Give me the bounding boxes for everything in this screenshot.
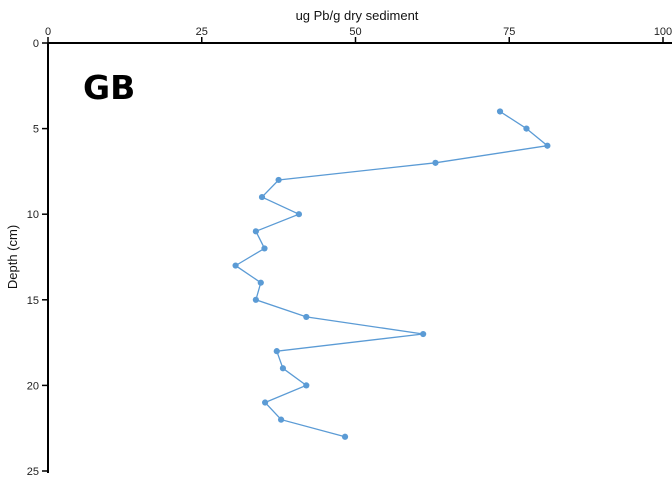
data-point bbox=[303, 382, 310, 389]
data-point bbox=[523, 125, 530, 132]
y-tick-label: 25 bbox=[27, 466, 39, 478]
data-point bbox=[277, 416, 285, 423]
data-point bbox=[232, 262, 239, 269]
series-line bbox=[234, 110, 549, 438]
x-tick-label: 75 bbox=[503, 26, 515, 38]
y-tick-label: 0 bbox=[33, 38, 39, 50]
data-point bbox=[279, 365, 287, 372]
y-tick-label: 5 bbox=[33, 124, 39, 136]
data-point bbox=[252, 228, 259, 235]
y-tick-label: 10 bbox=[27, 209, 39, 221]
data-point bbox=[295, 211, 303, 218]
panel-label: GB bbox=[83, 68, 135, 107]
data-series bbox=[232, 108, 551, 440]
data-point bbox=[273, 348, 280, 355]
x-ticks: 0 25 50 75 100 bbox=[45, 26, 672, 43]
y-axis-title: Depth (cm) bbox=[5, 225, 20, 289]
data-point bbox=[303, 313, 310, 321]
y-tick-label: 20 bbox=[27, 380, 39, 392]
x-tick-label: 25 bbox=[196, 26, 208, 38]
data-point bbox=[252, 296, 259, 303]
y-ticks: 0 5 10 15 20 25 bbox=[27, 38, 48, 478]
data-point bbox=[258, 193, 266, 201]
data-point bbox=[420, 330, 427, 338]
x-axis-title: ug Pb/g dry sediment bbox=[296, 8, 419, 23]
data-point bbox=[496, 108, 504, 115]
x-tick-label: 50 bbox=[349, 26, 361, 38]
data-point bbox=[544, 142, 551, 149]
x-tick-label: 0 bbox=[45, 26, 51, 38]
data-point bbox=[432, 159, 439, 166]
data-point bbox=[275, 176, 282, 184]
data-point bbox=[257, 279, 264, 286]
y-tick-label: 15 bbox=[27, 295, 39, 307]
data-point bbox=[261, 245, 268, 252]
data-point bbox=[261, 399, 269, 406]
x-tick-label: 100 bbox=[654, 26, 672, 38]
data-point bbox=[341, 433, 349, 440]
